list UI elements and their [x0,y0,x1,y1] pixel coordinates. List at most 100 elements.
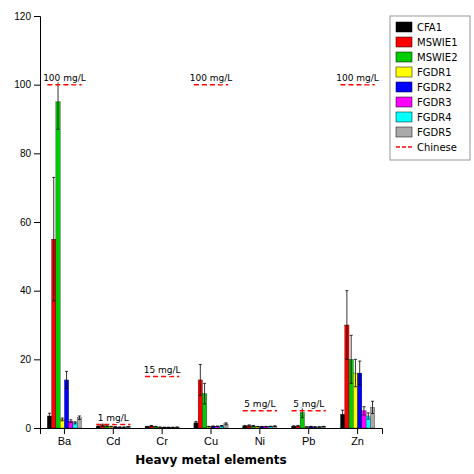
error-bar [101,424,104,426]
error-bar [367,413,370,419]
error-bar [65,371,68,388]
legend-item: FGDR5 [396,127,452,138]
legend-label: MSWIE2 [417,52,458,63]
tick-mark [64,428,65,434]
error-bar [252,425,255,426]
error-bar [69,420,72,423]
x-tick: Zn [351,428,364,447]
error-bar [212,425,215,427]
legend-swatch [396,37,412,47]
tick-label: 20 [20,354,32,365]
reference-label: 5 mg/L [244,399,275,409]
error-bar [48,413,51,418]
bar [322,427,326,428]
reference-line [145,376,179,378]
series [60,373,357,428]
bar [264,427,268,428]
marks [47,74,374,428]
bar [175,427,179,428]
error-bar [146,426,149,428]
error-bar [61,418,64,421]
legend-swatch [396,82,412,92]
legend-label: MSWIE1 [417,37,458,48]
tick-label: 40 [20,285,32,296]
plot: 020406080100120BaCdCrCuNiPbZn100 mg/L1 m… [14,11,382,447]
tick-mark [211,428,212,434]
y-tick: 0 [25,423,40,434]
error-bar [163,427,166,428]
y-tick: 120 [14,11,40,22]
legend-swatch [396,112,412,122]
tick-label: 100 [14,79,31,90]
bar [292,426,296,428]
error-bar [358,361,361,385]
reference-line [96,424,130,426]
bar [317,427,321,428]
bar [109,427,113,428]
legend-label: FGDR5 [417,127,452,138]
series [77,407,374,428]
tick-mark [259,428,260,434]
reference-line [194,84,228,86]
tick-mark [113,428,114,434]
legend-item: MSWIE1 [396,37,458,48]
error-bar [199,364,202,395]
error-bar [105,425,108,426]
error-bar [97,425,100,427]
bar [296,426,300,428]
reference-label: 100 mg/L [336,73,379,83]
reference-label: 15 mg/L [144,365,181,375]
error-bar [52,177,55,301]
error-bars [69,407,365,428]
x-axis-title: Heavy metal elements [135,453,286,467]
tick-label: 60 [20,217,32,228]
reference-label: 1 mg/L [98,413,129,423]
chart: 020406080100120BaCdCrCuNiPbZn100 mg/L1 m… [0,0,474,474]
bar [149,426,153,428]
legend-label: Chinese [417,142,457,153]
series [56,102,353,428]
legend-label: FGDR2 [417,82,452,93]
bar [122,427,126,428]
legend-item: MSWIE2 [396,52,458,63]
error-bar [350,335,353,383]
error-bar [297,425,300,426]
tick-label: Cd [106,435,120,447]
bar [309,427,313,428]
error-bar [171,427,174,428]
error-bar [362,407,365,415]
bar [251,426,255,428]
reference-line [292,410,326,412]
legend-item: Chinese [396,142,457,153]
error-bar [122,427,125,428]
tick-label: 120 [14,11,31,22]
series [52,239,349,428]
tick-label: Ni [255,435,265,447]
error-bar [114,426,117,427]
bar [260,427,264,428]
legend-swatch [396,127,412,137]
error-bar [176,427,179,428]
y-tick: 20 [20,354,40,365]
reference-line [243,410,277,412]
bar [207,427,211,428]
error-bar [305,426,308,427]
error-bar [243,425,246,426]
legend-label: FGDR1 [417,67,452,78]
error-bar [78,416,81,419]
legend-frame [390,16,470,160]
x-axis: BaCdCrCuNiPbZn [41,428,383,447]
tick-mark [34,85,40,86]
x-tick: Ba [58,428,72,447]
bar [304,427,308,428]
x-tick: Ni [255,428,265,447]
error-bar [256,426,259,427]
bar [154,427,158,428]
error-bar [110,426,113,428]
bar [162,427,166,428]
bar [158,427,162,428]
legend-swatch [396,97,412,107]
error-bar [371,401,374,413]
y-tick: 60 [20,217,40,228]
bar [118,427,122,428]
